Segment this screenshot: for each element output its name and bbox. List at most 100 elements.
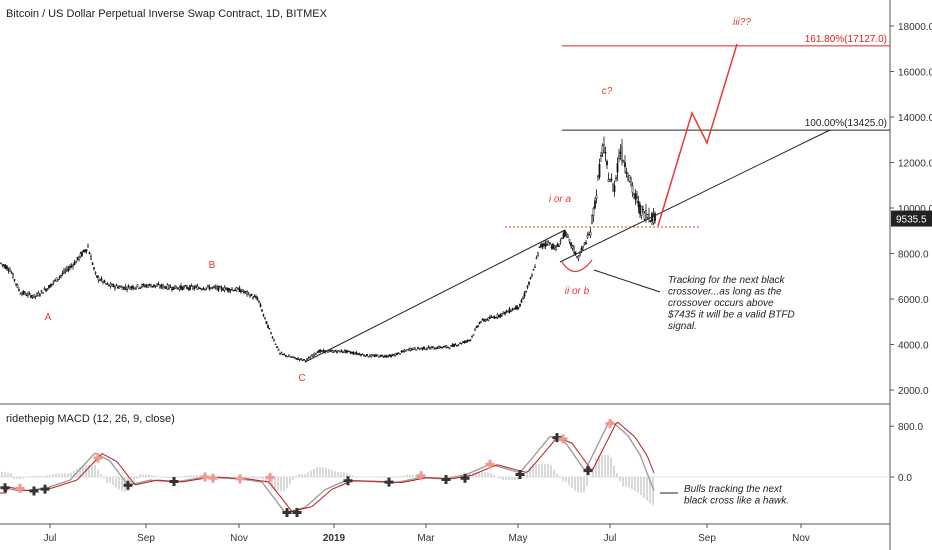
price-candle-body — [240, 290, 242, 293]
price-candle-body — [177, 287, 179, 289]
price-candle-body — [55, 277, 58, 282]
macd-histogram-bar — [508, 477, 510, 480]
price-candle-body — [54, 279, 56, 282]
macd-histogram-bar — [400, 476, 402, 477]
price-candle-body — [334, 350, 337, 352]
macd-histogram-bar — [337, 472, 339, 477]
macd-histogram-bar — [331, 470, 333, 477]
price-candle-body — [349, 352, 352, 354]
macd-histogram-bar — [610, 457, 612, 477]
price-candle-body — [60, 274, 62, 277]
macd-histogram-bar — [193, 475, 195, 477]
price-candle-body — [415, 349, 418, 351]
bull-cross-marker — [515, 469, 525, 479]
price-candle-body — [622, 160, 625, 163]
macd-histogram-bar — [403, 475, 405, 477]
price-candle-body — [24, 292, 26, 295]
price-candle-body — [448, 347, 451, 350]
macd-histogram-bar — [436, 477, 438, 478]
price-candle-body — [466, 339, 469, 342]
price-candle-body — [169, 286, 172, 288]
price-candle-body — [12, 273, 14, 279]
x-tick-label: Nov — [230, 533, 248, 544]
macd-histogram-bar — [229, 477, 231, 478]
macd-histogram-bar — [571, 477, 573, 488]
macd-title: ridethepig MACD (12, 26, 9, close) — [6, 413, 175, 425]
macd-series-group: Bulls tracking the next black cross like … — [0, 418, 890, 518]
price-candle-body — [613, 185, 616, 192]
macd-histogram-bar — [454, 475, 456, 477]
price-candle-body — [280, 352, 283, 355]
price-candle-body — [301, 359, 304, 361]
price-candle-body — [471, 335, 473, 338]
macd-signal-line — [0, 421, 655, 513]
macd-histogram-bar — [499, 477, 501, 479]
macd-histogram-bar — [541, 463, 543, 477]
macd-histogram-bar — [253, 477, 255, 479]
price-candle-body — [135, 287, 137, 289]
macd-histogram-bar — [100, 474, 102, 477]
price-candle-body — [105, 283, 107, 285]
price-note-line: $7435 it will be a valid BTFD — [667, 310, 795, 321]
price-candle-body — [1, 264, 4, 266]
price-candle-body — [241, 289, 244, 292]
price-candle-body — [267, 325, 269, 329]
macd-histogram-bar — [604, 455, 606, 477]
price-candle-body — [507, 311, 509, 313]
macd-histogram-bar — [406, 474, 408, 477]
macd-histogram-bar — [130, 477, 132, 488]
price-candle-body — [109, 283, 112, 287]
macd-histogram-bar — [442, 477, 444, 478]
price-tick-label: 12000.0 — [898, 159, 932, 170]
macd-histogram-bar — [349, 474, 351, 477]
price-candle-body — [585, 242, 587, 245]
macd-histogram-bar — [151, 475, 153, 477]
price-candle-body — [156, 284, 158, 287]
price-candle-body — [303, 358, 305, 361]
price-candle-body — [232, 290, 235, 292]
bull-cross-marker — [384, 477, 394, 487]
macd-line — [0, 418, 655, 514]
price-candle-body — [69, 266, 71, 268]
macd-histogram-bar — [154, 475, 156, 477]
price-candle-body — [516, 305, 518, 310]
price-candle-body — [141, 284, 143, 288]
price-candle-body — [22, 291, 25, 295]
price-candle-body — [579, 253, 581, 257]
price-candle-body — [612, 184, 614, 192]
price-candle-body — [231, 288, 233, 291]
price-candle-body — [439, 346, 442, 349]
price-candle-body — [583, 242, 586, 245]
price-candle-body — [274, 343, 277, 346]
price-candle-body — [357, 353, 359, 355]
price-candle-body — [319, 349, 322, 352]
price-candle-body — [513, 308, 515, 310]
price-candle-body — [168, 284, 170, 289]
price-candle-body — [573, 247, 575, 253]
price-candle-body — [418, 348, 421, 350]
price-candle-body — [597, 175, 599, 178]
macd-histogram-bar — [640, 477, 642, 496]
price-candle-body — [480, 321, 482, 323]
macd-histogram-bar — [37, 475, 39, 477]
x-tick-label: Jul — [44, 533, 57, 544]
price-candle-body — [483, 319, 485, 322]
price-candle-body — [70, 265, 73, 267]
price-candle-body — [4, 265, 7, 269]
price-candle-body — [79, 253, 82, 258]
macd-histogram-bar — [562, 477, 564, 482]
bull-cross-marker — [0, 483, 10, 493]
macd-histogram-bar — [88, 465, 90, 477]
price-candle-body — [373, 355, 376, 357]
macd-histogram-bar — [280, 477, 282, 492]
price-candle-body — [498, 314, 500, 318]
price-candle-body — [424, 348, 427, 351]
macd-histogram-bar — [595, 458, 597, 477]
macd-histogram-bar — [199, 475, 201, 477]
macd-histogram-bar — [67, 473, 69, 477]
price-candle-body — [531, 274, 533, 277]
price-candle-body — [361, 353, 364, 356]
price-candle-body — [412, 347, 415, 350]
x-tick-label: Jul — [604, 533, 617, 544]
price-candle-body — [112, 284, 115, 288]
